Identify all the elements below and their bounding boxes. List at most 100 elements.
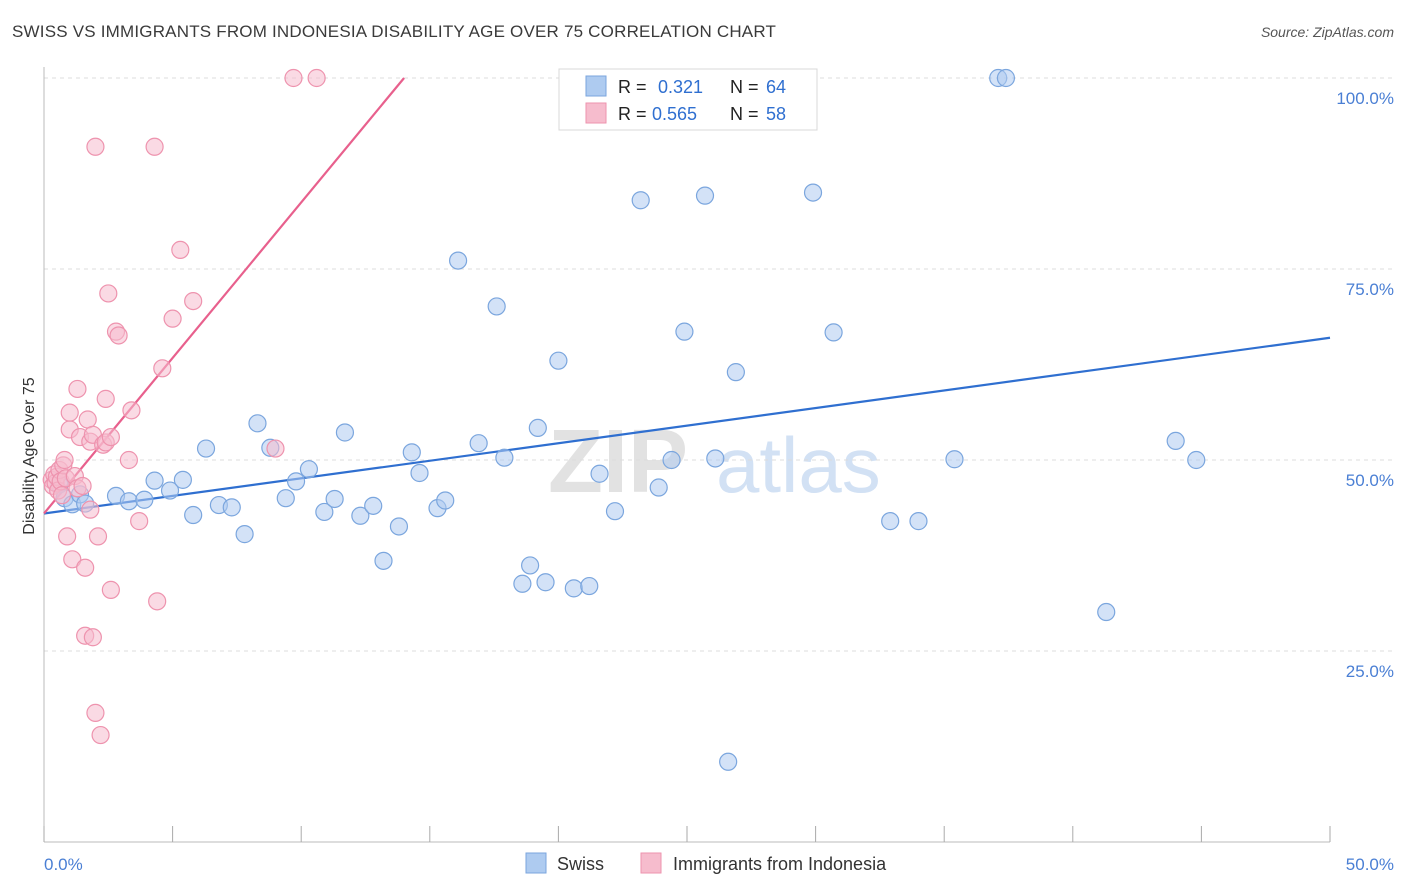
- swiss-point: [909, 512, 928, 531]
- series-legend-swatch-indonesia: [640, 852, 662, 874]
- swiss-point: [1097, 602, 1116, 622]
- swiss-point: [469, 434, 488, 453]
- swiss-point: [410, 463, 429, 483]
- grid-layer: [44, 77, 1394, 652]
- swiss-point: [351, 506, 370, 525]
- points-layer: [42, 68, 1206, 771]
- swiss-point: [536, 573, 555, 592]
- indonesia-point: [86, 137, 105, 156]
- stats-legend-n-value-swiss: 64: [766, 77, 786, 97]
- indonesia-point: [130, 512, 149, 531]
- swiss-point: [448, 251, 468, 270]
- indonesia-point: [171, 240, 190, 259]
- y-tick-label-50: 50.0%: [1346, 471, 1394, 490]
- swiss-point: [605, 502, 625, 521]
- stats-legend-n-label-indonesia: N =: [730, 104, 759, 124]
- swiss-point: [495, 448, 514, 467]
- swiss-point: [726, 363, 745, 382]
- swiss-point: [248, 414, 267, 433]
- chart-title: SWISS VS IMMIGRANTS FROM INDONESIA DISAB…: [12, 22, 777, 41]
- y-tick-label-25: 25.0%: [1346, 662, 1394, 681]
- stats-legend: R = 0.321 N = 64 R = 0.565 N = 58: [558, 68, 818, 131]
- indonesia-point: [58, 527, 77, 546]
- indonesia-point: [119, 450, 138, 470]
- swiss-point: [580, 576, 599, 596]
- swiss-point: [325, 489, 344, 509]
- swiss-point: [881, 512, 900, 531]
- swiss-point: [675, 322, 694, 341]
- swiss-point: [706, 449, 725, 468]
- stats-legend-swatch-indonesia: [585, 102, 607, 124]
- swiss-point: [945, 450, 964, 469]
- series-legend-label-indonesia: Immigrants from Indonesia: [673, 854, 887, 874]
- indonesia-point: [99, 284, 118, 303]
- swiss-point: [1166, 431, 1185, 450]
- indonesia-point: [96, 389, 115, 408]
- stats-legend-r-value-indonesia: 0.565: [652, 104, 697, 124]
- swiss-point: [160, 481, 180, 500]
- series-legend: Swiss Immigrants from Indonesia: [525, 852, 887, 874]
- indonesia-point: [109, 326, 128, 345]
- swiss-point: [145, 471, 164, 490]
- indonesia-point: [148, 592, 167, 611]
- watermark-atlas: atlas: [716, 421, 881, 509]
- swiss-point: [135, 490, 154, 509]
- swiss-point: [222, 498, 241, 517]
- stats-legend-n-value-indonesia: 58: [766, 104, 786, 124]
- indonesia-point: [68, 379, 87, 399]
- swiss-point: [364, 496, 383, 515]
- indonesia-point: [78, 410, 97, 429]
- indonesia-point: [163, 309, 182, 328]
- x-tick-label-min: 0.0%: [44, 855, 83, 874]
- swiss-point: [315, 502, 334, 522]
- swiss-point: [996, 68, 1016, 88]
- indonesia-point: [101, 427, 120, 447]
- indonesia-point: [153, 359, 172, 378]
- indonesia-point: [184, 291, 203, 311]
- swiss-point: [299, 460, 319, 479]
- y-tick-label-100: 100.0%: [1336, 89, 1394, 108]
- swiss-point: [374, 551, 393, 570]
- indonesia-point: [83, 628, 102, 647]
- swiss-point: [119, 492, 138, 511]
- indonesia-point: [91, 725, 110, 745]
- indonesia-point: [88, 527, 108, 546]
- swiss-point: [824, 323, 843, 342]
- swiss-point: [335, 423, 355, 442]
- x-tick-label-max: 50.0%: [1346, 855, 1394, 874]
- swiss-point: [662, 450, 681, 470]
- indonesia-point: [52, 486, 72, 505]
- chart-source: Source: ZipAtlas.com: [1260, 24, 1394, 40]
- stats-legend-swatch-swiss: [585, 75, 607, 97]
- series-legend-swatch-swiss: [525, 852, 547, 874]
- swiss-point: [590, 464, 609, 483]
- indonesia-point: [145, 137, 164, 156]
- indonesia-point: [307, 68, 326, 88]
- indonesia-point: [73, 476, 92, 496]
- swiss-point: [389, 517, 409, 536]
- swiss-point: [487, 297, 506, 316]
- y-tick-label-75: 75.0%: [1346, 280, 1394, 299]
- series-legend-label-swiss: Swiss: [557, 854, 604, 874]
- trendline-swiss: [43, 336, 1331, 515]
- stats-legend-r-value-swiss: 0.321: [658, 77, 703, 97]
- indonesia-point: [122, 401, 141, 420]
- swiss-point: [695, 186, 715, 205]
- indonesia-point: [63, 550, 82, 569]
- swiss-point: [286, 472, 306, 491]
- indonesia-point: [86, 703, 105, 722]
- swiss-point: [521, 556, 540, 575]
- swiss-point: [1187, 450, 1206, 470]
- axis-layer: [43, 67, 1331, 843]
- stats-legend-r-label-indonesia: R =: [618, 104, 647, 124]
- swiss-point: [649, 478, 668, 497]
- y-axis-label: Disability Age Over 75: [21, 377, 38, 535]
- swiss-point: [436, 491, 455, 510]
- swiss-point: [173, 470, 192, 489]
- swiss-point: [549, 351, 568, 370]
- swiss-point: [402, 443, 421, 462]
- swiss-point: [564, 579, 583, 598]
- indonesia-point: [81, 500, 100, 519]
